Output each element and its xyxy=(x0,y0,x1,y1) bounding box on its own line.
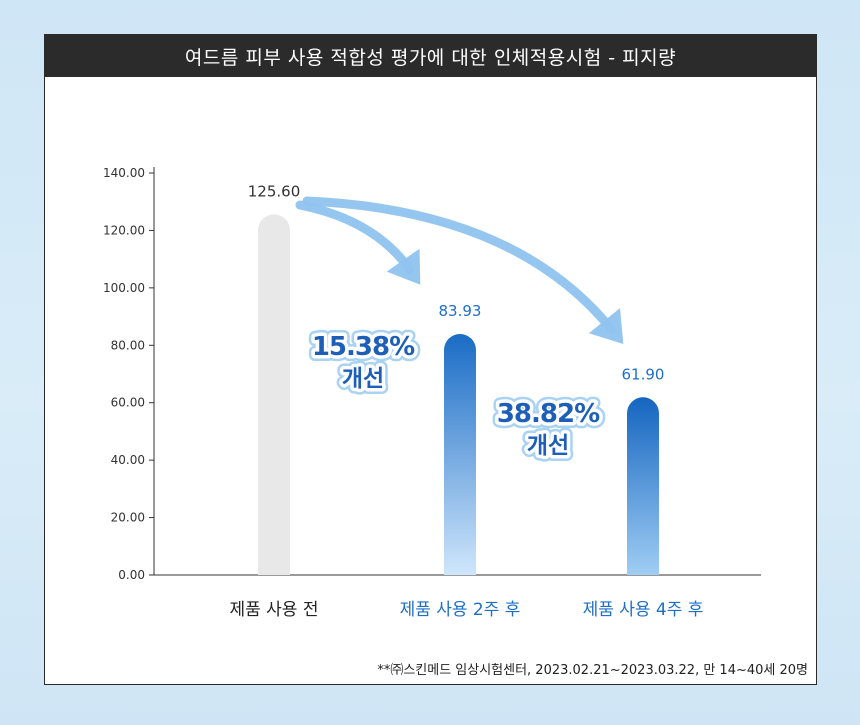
badge-text: 개선 xyxy=(342,366,384,392)
data-label: 125.60 xyxy=(248,182,301,200)
badge-percent: 15.38% xyxy=(312,332,415,362)
bar-1 xyxy=(258,214,290,575)
arrow-to-week2-head xyxy=(386,248,421,285)
bar-3 xyxy=(627,397,659,575)
footnote: **㈜스킨메드 임상시험센터, 2023.02.21~2023.03.22, 만… xyxy=(377,663,808,678)
badge-percent-glow: 15.38% xyxy=(312,332,415,362)
data-label: 61.90 xyxy=(622,365,665,383)
y-tick-label: 60.00 xyxy=(111,396,145,410)
y-tick-label: 120.00 xyxy=(103,223,145,237)
chart-title: 여드름 피부 사용 적합성 평가에 대한 인체적용시험 - 피지량 xyxy=(45,35,816,77)
category-label: 제품 사용 4주 후 xyxy=(583,600,704,620)
y-tick-label: 0.00 xyxy=(118,568,145,582)
badge-percent-glow: 38.82% xyxy=(497,399,600,429)
data-label: 83.93 xyxy=(439,302,482,320)
badge-text: 개선 xyxy=(527,433,569,459)
arrow-to-week2 xyxy=(295,200,415,275)
bar-chart: 0.00 20.00 40.00 60.00 80.00 100.00 120.00 140.… xyxy=(103,166,761,620)
category-label: 제품 사용 2주 후 xyxy=(400,600,521,620)
arrow-to-week4 xyxy=(302,196,617,335)
arrow-to-week4-head xyxy=(588,308,624,344)
y-tick-label: 40.00 xyxy=(111,453,145,467)
y-tick-label: 80.00 xyxy=(111,338,145,352)
badge-text-glow: 개선 xyxy=(342,366,384,392)
y-tick-label: 100.00 xyxy=(103,281,145,295)
y-tick-label: 140.00 xyxy=(103,166,145,180)
chart-card: 여드름 피부 사용 적합성 평가에 대한 인체적용시험 - 피지량 0.00 20… xyxy=(44,34,817,685)
badge-text-glow: 개선 xyxy=(527,433,569,459)
category-label: 제품 사용 전 xyxy=(229,600,318,620)
y-tick-label: 20.00 xyxy=(111,511,145,525)
badge-percent: 38.82% xyxy=(497,399,600,429)
bar-2 xyxy=(444,334,476,575)
